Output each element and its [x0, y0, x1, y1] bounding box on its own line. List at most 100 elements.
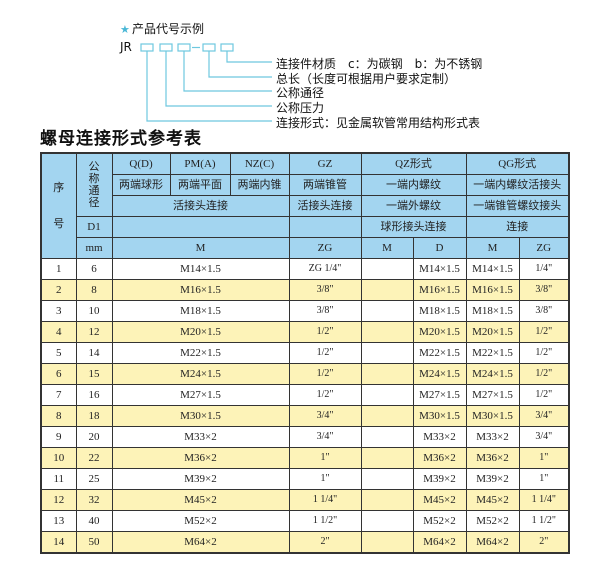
cell-m: M64×2 — [111, 531, 290, 554]
header-cell: M — [111, 237, 290, 259]
cell-qg-m: M52×2 — [465, 510, 520, 532]
cell-qz-m — [360, 531, 414, 554]
cell-qz-d: M45×2 — [412, 489, 467, 511]
cell-m: M27×1.5 — [111, 384, 290, 406]
table-row: 5 14 M22×1.5 1/2" M22×1.5 M22×1.5 1/2" — [40, 342, 570, 364]
cell-zg: 2" — [288, 531, 362, 554]
header-cell: D — [412, 237, 467, 259]
cell-dn: 14 — [75, 342, 113, 364]
header-cell: D1 — [75, 216, 113, 238]
cell-qg-zg: 1 1/2" — [518, 510, 570, 532]
header-cell: 活接头连接 — [111, 195, 290, 217]
header-cell: 一端内螺纹 — [360, 174, 467, 196]
header-cell: 球形接头连接 — [360, 216, 467, 238]
header-cell — [111, 216, 290, 238]
header-cell: M — [465, 237, 520, 259]
cell-dn: 40 — [75, 510, 113, 532]
label-pressure: 公称压力 — [276, 101, 325, 115]
cell-no: 6 — [40, 363, 77, 385]
cell-zg: 1/2" — [288, 363, 362, 385]
header-cell: ZG — [288, 237, 362, 259]
header-cell: PM(A) — [169, 152, 231, 175]
cell-qz-m — [360, 300, 414, 322]
cell-qg-m: M45×2 — [465, 489, 520, 511]
cell-qz-m — [360, 279, 414, 301]
cell-qg-m: M39×2 — [465, 468, 520, 490]
header-cell — [288, 216, 362, 238]
cell-qg-zg: 1" — [518, 468, 570, 490]
cell-qg-m: M64×2 — [465, 531, 520, 554]
header-seq: 序号 — [40, 152, 77, 259]
cell-dn: 10 — [75, 300, 113, 322]
cell-zg: ZG 1/4" — [288, 258, 362, 280]
cell-dn: 25 — [75, 468, 113, 490]
header-cell: 两端内锥 — [229, 174, 290, 196]
cell-qg-zg: 3/8" — [518, 279, 570, 301]
cell-m: M30×1.5 — [111, 405, 290, 427]
cell-zg: 3/8" — [288, 300, 362, 322]
table-row: 12 32 M45×2 1 1/4" M45×2 M45×2 1 1/4" — [40, 489, 570, 511]
cell-qg-m: M33×2 — [465, 426, 520, 448]
table-row: 6 15 M24×1.5 1/2" M24×1.5 M24×1.5 1/2" — [40, 363, 570, 385]
cell-qg-zg: 3/4" — [518, 405, 570, 427]
header-cell: 两端平面 — [169, 174, 231, 196]
cell-qg-zg: 1 1/4" — [518, 489, 570, 511]
star-icon: ★ — [120, 23, 130, 36]
cell-m: M24×1.5 — [111, 363, 290, 385]
table-row: 1 6 M14×1.5 ZG 1/4" M14×1.5 M14×1.5 1/4" — [40, 258, 570, 280]
cell-m: M14×1.5 — [111, 258, 290, 280]
table-row: 13 40 M52×2 1 1/2" M52×2 M52×2 1 1/2" — [40, 510, 570, 532]
cell-no: 1 — [40, 258, 77, 280]
header-cell: 两端球形 — [111, 174, 171, 196]
cell-zg: 1" — [288, 447, 362, 469]
header-dn: 公称通径 — [75, 152, 113, 217]
header-cell: 一端锥管螺纹接头 — [465, 195, 570, 217]
table-row: 11 25 M39×2 1" M39×2 M39×2 1" — [40, 468, 570, 490]
cell-qg-m: M36×2 — [465, 447, 520, 469]
cell-qz-d: M64×2 — [412, 531, 467, 554]
cell-qg-m: M16×1.5 — [465, 279, 520, 301]
cell-zg: 1/2" — [288, 321, 362, 343]
cell-m: M33×2 — [111, 426, 290, 448]
header-cell: 两端锥管 — [288, 174, 362, 196]
table-title: 螺母连接形式参考表 — [40, 129, 202, 149]
cell-dn: 15 — [75, 363, 113, 385]
cell-no: 8 — [40, 405, 77, 427]
cell-zg: 1/2" — [288, 384, 362, 406]
cell-qz-d: M16×1.5 — [412, 279, 467, 301]
header-cell: Q(D) — [111, 152, 171, 175]
cell-no: 9 — [40, 426, 77, 448]
header-cell: NZ(C) — [229, 152, 290, 175]
cell-zg: 3/4" — [288, 426, 362, 448]
cell-dn: 16 — [75, 384, 113, 406]
header-cell: QG形式 — [465, 152, 570, 175]
cell-qg-zg: 1/2" — [518, 384, 570, 406]
cell-no: 10 — [40, 447, 77, 469]
cell-no: 3 — [40, 300, 77, 322]
product-code-example: ★ 产品代号示例 JR 连接件材质 c：为碳钢 b：为不锈钢 总长（长度可根据用… — [0, 0, 600, 130]
cell-m: M39×2 — [111, 468, 290, 490]
cell-qg-zg: 1/2" — [518, 342, 570, 364]
cell-qz-d: M24×1.5 — [412, 363, 467, 385]
label-length: 总长（长度可根据用户要求定制） — [276, 72, 457, 86]
cell-qg-zg: 3/4" — [518, 426, 570, 448]
table-row: 2 8 M16×1.5 3/8" M16×1.5 M16×1.5 3/8" — [40, 279, 570, 301]
table-row: 4 12 M20×1.5 1/2" M20×1.5 M20×1.5 1/2" — [40, 321, 570, 343]
cell-m: M16×1.5 — [111, 279, 290, 301]
cell-qz-d: M36×2 — [412, 447, 467, 469]
table-row: 7 16 M27×1.5 1/2" M27×1.5 M27×1.5 1/2" — [40, 384, 570, 406]
cell-dn: 18 — [75, 405, 113, 427]
cell-dn: 22 — [75, 447, 113, 469]
cell-zg: 1/2" — [288, 342, 362, 364]
table-row: 3 10 M18×1.5 3/8" M18×1.5 M18×1.5 3/8" — [40, 300, 570, 322]
header-cell: QZ形式 — [360, 152, 467, 175]
cell-qg-zg: 2" — [518, 531, 570, 554]
header-cell: GZ — [288, 152, 362, 175]
cell-qz-m — [360, 321, 414, 343]
cell-qg-m: M30×1.5 — [465, 405, 520, 427]
example-heading: 产品代号示例 — [132, 22, 205, 36]
table-row: 10 22 M36×2 1" M36×2 M36×2 1" — [40, 447, 570, 469]
header-cell: M — [360, 237, 414, 259]
cell-dn: 50 — [75, 531, 113, 554]
cell-m: M22×1.5 — [111, 342, 290, 364]
